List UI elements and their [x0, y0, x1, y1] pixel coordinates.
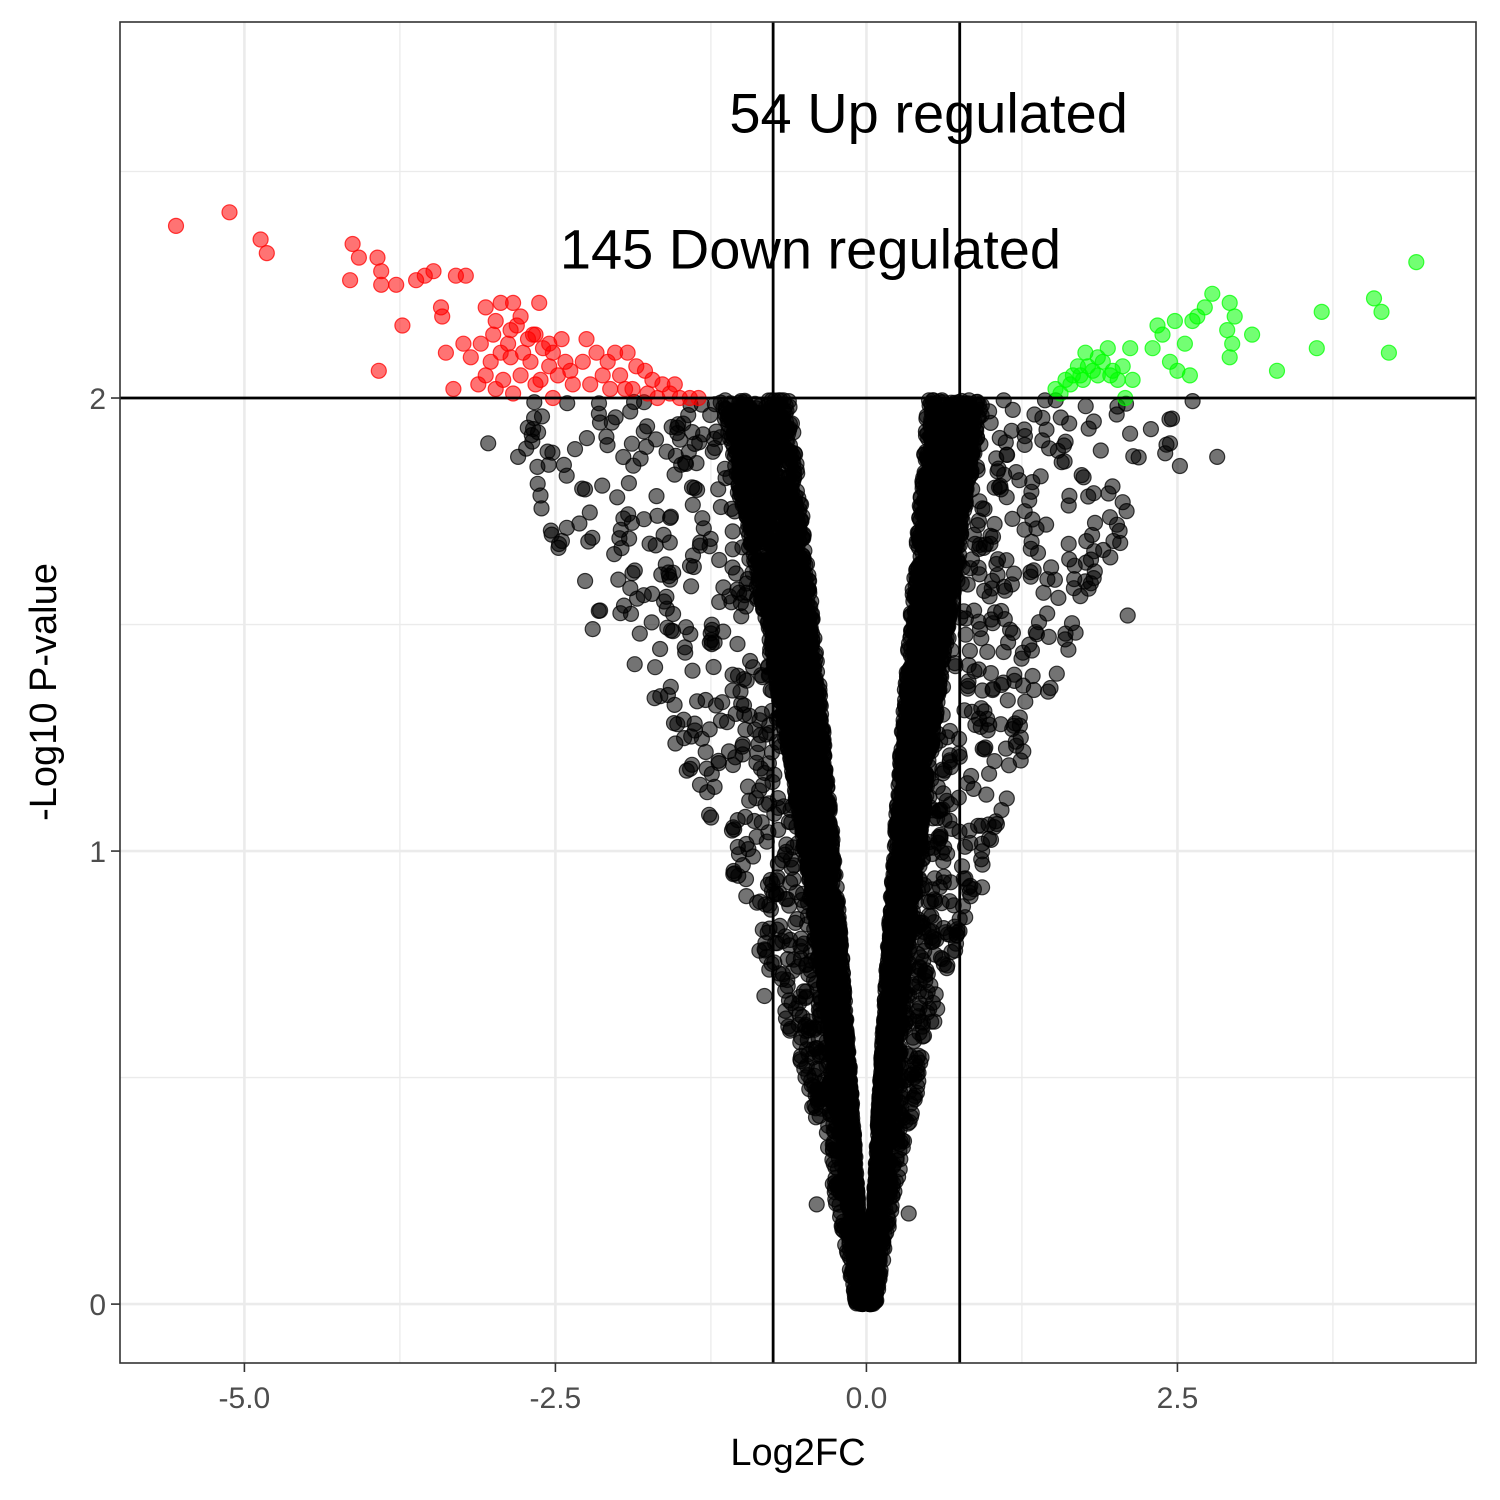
- ns-point: [675, 729, 693, 747]
- non-significant-points: [480, 392, 1226, 1313]
- ns-point: [622, 579, 639, 597]
- ns-point: [1061, 415, 1078, 432]
- ns-point: [1024, 667, 1041, 685]
- ns-point: [705, 658, 722, 676]
- ns-point: [607, 409, 624, 426]
- ns-point: [682, 578, 700, 595]
- ns-point: [724, 523, 741, 540]
- ns-point: [684, 496, 701, 513]
- ns-point: [638, 418, 656, 435]
- ns-point: [1092, 442, 1109, 459]
- ns-point: [620, 530, 638, 547]
- ns-point: [626, 562, 643, 579]
- ns-point: [662, 678, 679, 695]
- ns-point: [609, 489, 626, 506]
- ns-point: [664, 605, 682, 623]
- ns-point: [751, 782, 768, 799]
- ns-point: [542, 522, 560, 539]
- ns-point: [1142, 421, 1160, 438]
- ns-point: [684, 662, 701, 679]
- ns-point: [1060, 641, 1077, 658]
- ns-point: [995, 643, 1012, 661]
- ns-point: [991, 429, 1008, 447]
- ns-point: [638, 438, 655, 455]
- ns-point: [610, 571, 627, 588]
- ns-point: [724, 541, 741, 558]
- ns-point: [625, 457, 642, 474]
- ns-point: [559, 395, 576, 412]
- ns-point: [1121, 425, 1139, 442]
- ns-point: [995, 392, 1012, 409]
- ns-point: [539, 443, 556, 460]
- ns-point: [1108, 406, 1125, 423]
- ns-point: [724, 666, 741, 683]
- ns-point: [626, 656, 643, 673]
- ns-point: [686, 715, 703, 732]
- ns-point: [1048, 665, 1065, 682]
- ns-point: [688, 481, 706, 498]
- ns-point: [555, 456, 573, 473]
- ns-point: [1037, 516, 1055, 533]
- ns-point: [718, 713, 736, 731]
- ns-point: [957, 626, 974, 643]
- ns-point: [720, 743, 738, 760]
- ns-point: [1017, 693, 1034, 710]
- ns-point: [532, 487, 549, 504]
- ns-point: [1085, 485, 1102, 502]
- ns-point: [620, 475, 638, 492]
- ns-point: [1077, 398, 1094, 415]
- ns-point: [961, 642, 979, 660]
- ns-point: [576, 572, 594, 590]
- ns-point: [1050, 589, 1067, 607]
